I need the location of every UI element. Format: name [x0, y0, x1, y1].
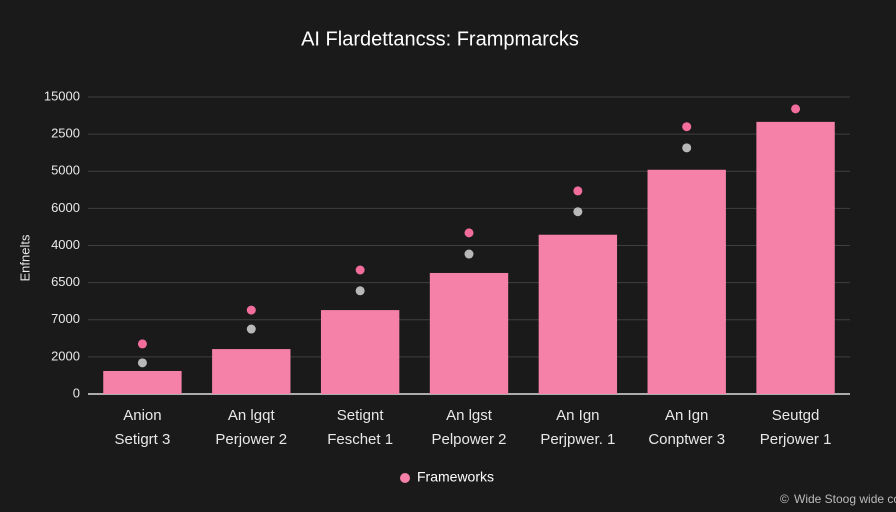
x-tick-label: Perjower 1 — [760, 431, 832, 448]
x-tick-label: An Ign — [665, 407, 708, 424]
x-tick-label: Pelpower 2 — [431, 431, 506, 448]
x-tick-label: Seutgd — [772, 407, 820, 424]
bar — [756, 121, 835, 394]
bar — [429, 272, 509, 394]
y-tick-label: 5000 — [51, 163, 80, 178]
x-tick-label: Perjpwer. 1 — [540, 431, 615, 448]
legend-marker — [400, 473, 410, 483]
y-axis-label: Enfnelts — [17, 234, 32, 281]
dot — [464, 249, 474, 259]
y-tick-label: 6000 — [51, 200, 80, 215]
dot — [464, 228, 474, 238]
x-tick-label: Setigrt 3 — [114, 431, 170, 448]
x-tick-label: An lgst — [446, 407, 493, 424]
chart-title: AI Flardettancss: Frampmarcks — [301, 28, 579, 50]
y-tick-label: 2500 — [51, 126, 80, 141]
x-tick-label: Perjower 2 — [215, 431, 287, 448]
dot — [682, 122, 692, 132]
x-tick-label: An lgqt — [228, 407, 276, 424]
y-tick-label: 7000 — [51, 311, 80, 326]
bar — [103, 370, 182, 394]
y-tick-label: 4000 — [51, 237, 80, 252]
dot — [355, 286, 365, 296]
bar — [212, 349, 291, 394]
y-tick-label: 0 — [73, 385, 80, 400]
dot — [137, 358, 147, 368]
y-tick-label: 15000 — [44, 88, 80, 103]
legend-label: Frameworks — [417, 469, 494, 485]
x-tick-label: Setignt — [337, 407, 385, 424]
dot — [573, 186, 583, 196]
y-tick-label: 2000 — [51, 348, 80, 363]
dot — [246, 305, 256, 315]
x-tick-label: An Ign — [556, 407, 599, 424]
bar — [320, 310, 400, 394]
footer: Wide Stoog wide corns — [794, 492, 896, 506]
dot — [682, 143, 692, 153]
dot — [573, 207, 583, 217]
bar — [538, 234, 618, 394]
x-tick-label: Feschet 1 — [327, 431, 393, 448]
dot — [246, 324, 256, 334]
x-tick-label: Anion — [123, 407, 161, 424]
bar — [647, 169, 726, 394]
footer-icon: © — [780, 492, 789, 506]
dot — [137, 339, 147, 349]
y-tick-label: 6500 — [51, 274, 80, 289]
x-tick-label: Conptwer 3 — [648, 431, 725, 448]
dot — [355, 265, 365, 275]
dot — [791, 104, 801, 114]
